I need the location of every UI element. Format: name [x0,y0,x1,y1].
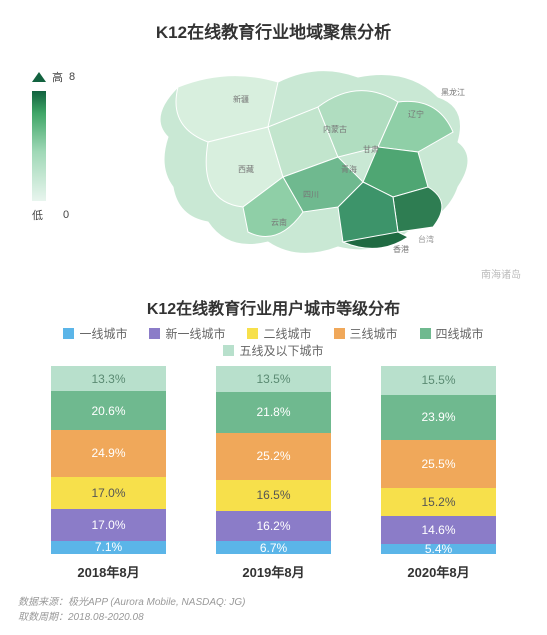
bar-segment: 6.7% [216,541,331,554]
legend-item: 四线城市 [420,325,484,342]
bar-segment: 7.1% [51,541,166,554]
scale-gradient-bar [32,91,46,201]
legend-label: 一线城市 [79,325,127,342]
china-map: 新疆 内蒙古 西藏 四川 云南 辽宁 黑龙江 甘肃 青海 台湾 香港 [108,47,508,277]
svg-text:黑龙江: 黑龙江 [441,87,465,97]
bar-segment: 14.6% [381,516,496,543]
bar-segment: 21.8% [216,392,331,433]
svg-text:四川: 四川 [303,190,319,199]
bar-segment: 13.3% [51,366,166,391]
bar-segment: 25.2% [216,433,331,480]
legend-label: 四线城市 [436,325,484,342]
footnote-period: 取数周期：2018.08-2020.08 [18,610,529,625]
bar-column: 7.1%17.0%17.0%24.9%20.6%13.3%2018年8月 [51,366,166,581]
svg-text:青海: 青海 [341,164,357,174]
bar-stack: 5.4%14.6%15.2%25.5%23.9%15.5% [381,366,496,554]
legend-label: 新一线城市 [165,325,225,342]
axis-label: 2020年8月 [407,562,469,581]
bar-stack: 6.7%16.2%16.5%25.2%21.8%13.5% [216,366,331,554]
bar-segment: 16.5% [216,480,331,511]
legend-swatch [420,328,431,339]
scale-low-value: 0 [63,209,69,221]
scale-high-value: 8 [69,71,75,83]
axis-label: 2019年8月 [242,562,304,581]
scale-high-label: 高 [52,69,63,85]
legend-label: 三线城市 [350,325,398,342]
chart-bars: 7.1%17.0%17.0%24.9%20.6%13.3%2018年8月6.7%… [18,369,529,581]
axis-label: 2018年8月 [77,562,139,581]
svg-text:新疆: 新疆 [233,94,249,104]
legend-label: 二线城市 [263,325,311,342]
legend-item: 五线及以下城市 [223,342,323,359]
bar-segment: 24.9% [51,430,166,477]
bar-stack: 7.1%17.0%17.0%24.9%20.6%13.3% [51,366,166,554]
svg-text:甘肃: 甘肃 [363,144,379,154]
legend-swatch [149,328,160,339]
legend-label: 五线及以下城市 [239,342,323,359]
legend-item: 新一线城市 [149,325,225,342]
legend-item: 一线城市 [63,325,127,342]
china-map-region: 高 8 低 0 新疆 内蒙古 西藏 四川 云南 辽宁 黑龙江 甘肃 青海 台湾 … [18,51,529,281]
svg-text:台湾: 台湾 [418,234,434,244]
map-color-scale: 高 8 低 0 [32,69,75,223]
legend-swatch [223,345,234,356]
footnote-source: 数据来源：极光APP (Aurora Mobile, NASDAQ: JG) [18,595,529,610]
bar-segment: 13.5% [216,366,331,391]
map-title: K12在线教育行业地域聚焦分析 [18,18,529,43]
bar-segment: 17.0% [51,509,166,541]
bar-column: 5.4%14.6%15.2%25.5%23.9%15.5% 2020年8月 [381,366,496,581]
svg-text:辽宁: 辽宁 [408,109,424,119]
bar-segment: 15.2% [381,488,496,517]
legend-item: 二线城市 [247,325,311,342]
bar-segment: 16.2% [216,511,331,541]
map-corner-note: 南海诸岛 [481,266,521,281]
footnote: 数据来源：极光APP (Aurora Mobile, NASDAQ: JG) 取… [18,595,529,625]
legend-swatch [247,328,258,339]
bar-segment: 17.0% [51,477,166,509]
scale-low-label: 低 [32,207,43,223]
bar-segment: 15.5% [381,366,496,395]
svg-text:西藏: 西藏 [238,164,254,174]
svg-text:香港: 香港 [393,244,409,254]
legend-swatch [63,328,74,339]
bar-segment: 5.4% [381,544,496,554]
legend-swatch [334,328,345,339]
svg-text:云南: 云南 [271,217,287,227]
bar-segment: 20.6% [51,391,166,430]
scale-high-icon [32,72,46,82]
svg-text:内蒙古: 内蒙古 [323,124,347,134]
legend-item: 三线城市 [334,325,398,342]
chart-legend: 一线城市 新一线城市 二线城市 三线城市 四线城市五线及以下城市 [18,325,529,359]
bar-segment: 23.9% [381,395,496,440]
bar-segment: 25.5% [381,440,496,488]
bar-column: 6.7%16.2%16.5%25.2%21.8%13.5% 2019年8月 [216,366,331,581]
chart-title: K12在线教育行业用户城市等级分布 [18,295,529,319]
